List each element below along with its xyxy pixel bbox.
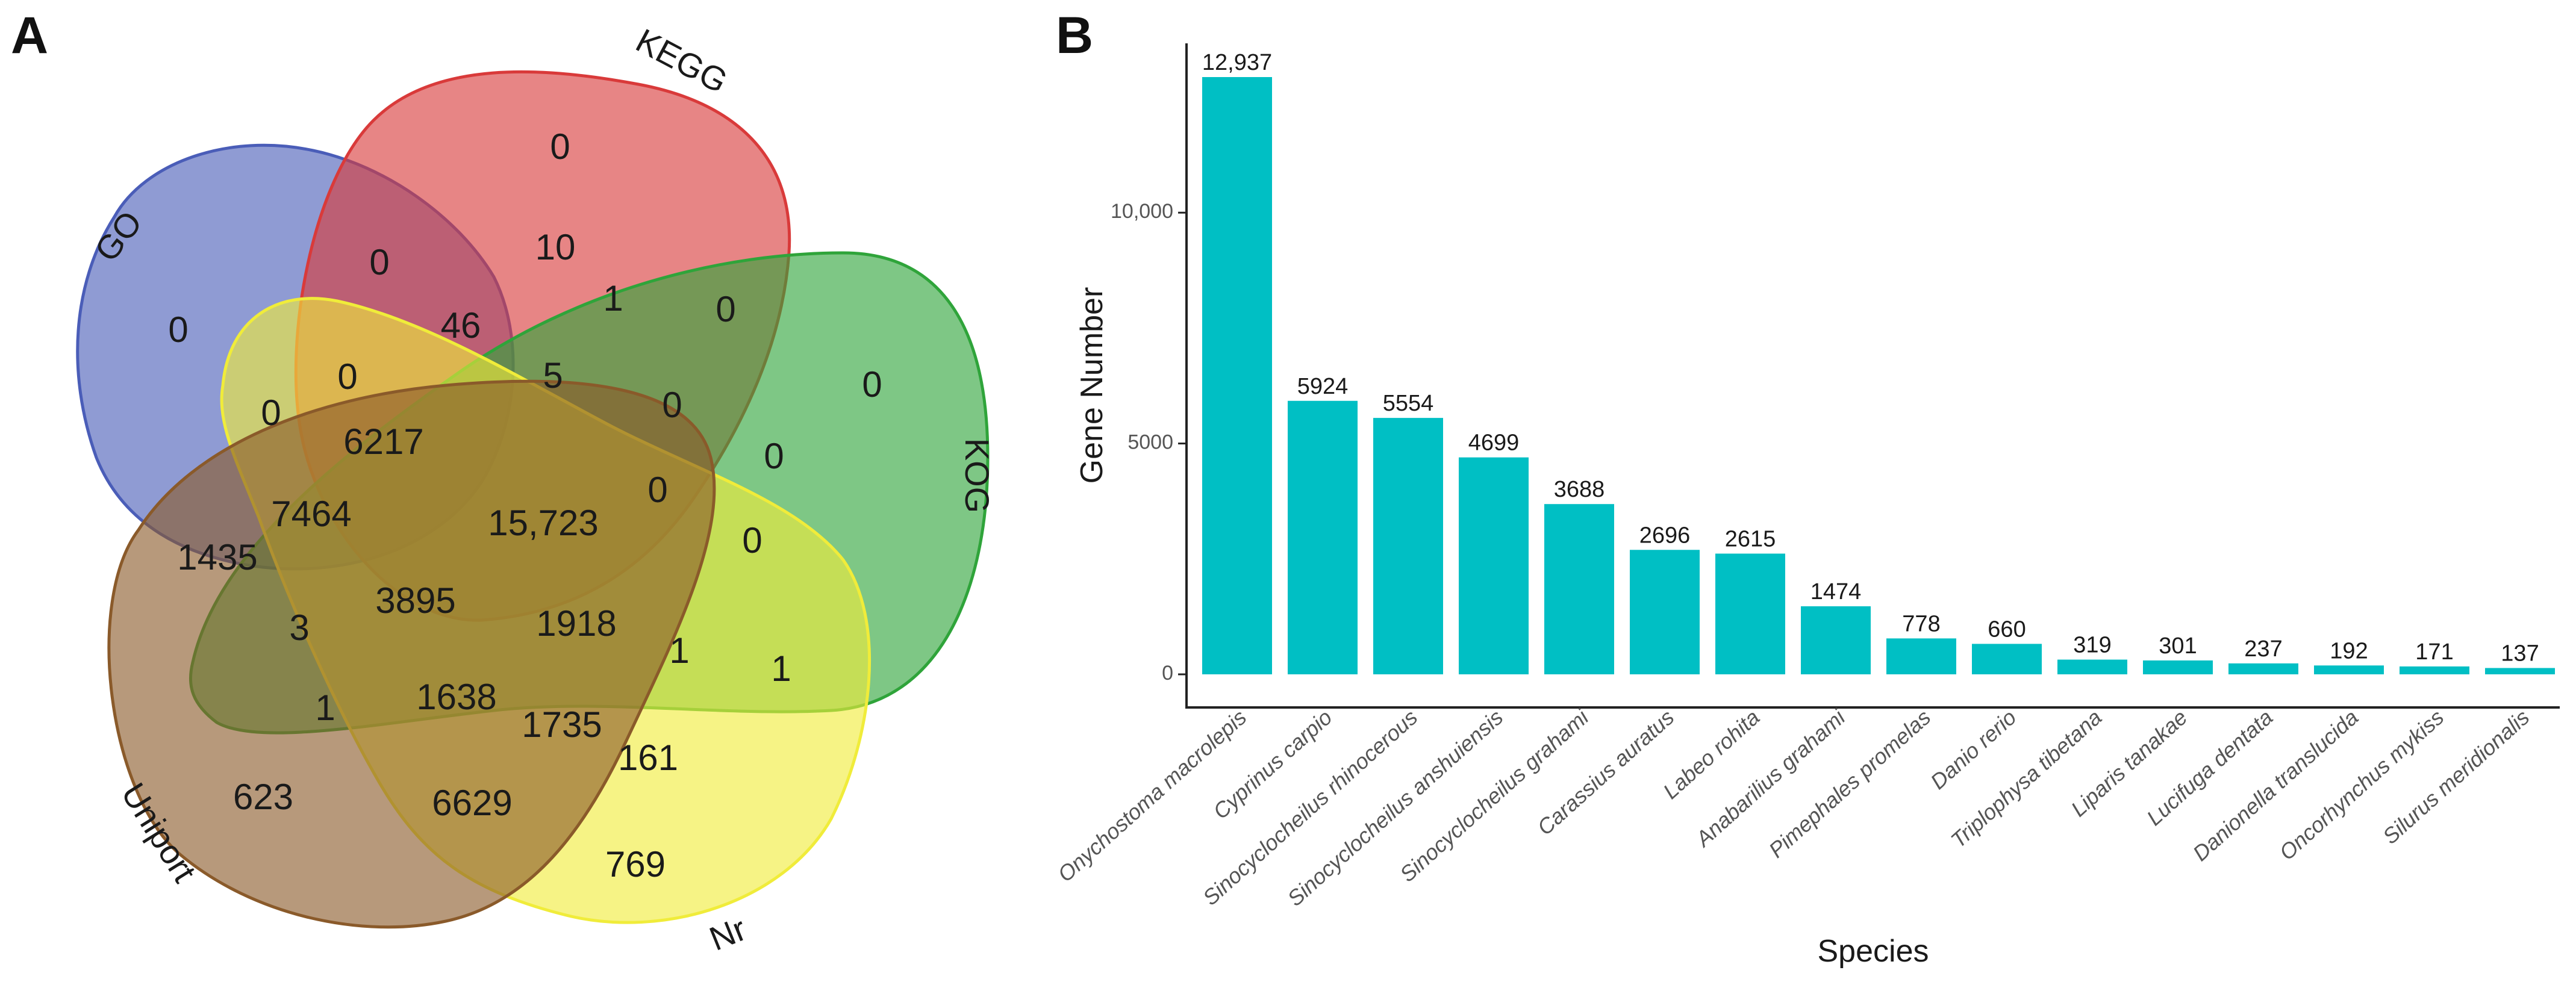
venn-region-kegg-nr-uni: 1735 <box>522 704 602 745</box>
bar-value-labels: 12,937 5924 5554 4699 3688 2696 2615 1474 778 660… <box>1202 50 2539 666</box>
bar <box>1288 400 1358 674</box>
bar <box>1459 457 1529 674</box>
venn-region-go-kegg-nr: 46 <box>441 305 481 346</box>
bar <box>2057 659 2127 674</box>
bar <box>1544 504 1614 674</box>
venn-region-kog-nr-b: 0 <box>647 470 667 510</box>
bars <box>1202 77 2555 674</box>
venn-label-kog: KOG <box>958 438 996 513</box>
bar-value-label: 2615 <box>1725 526 1776 552</box>
y-tick-label: 10,000 <box>1111 200 1173 223</box>
bar <box>1801 606 1871 674</box>
venn-region-go-nr-a: 0 <box>261 393 281 433</box>
bar <box>1886 638 1956 674</box>
venn-region-go-kegg: 0 <box>369 242 389 282</box>
bar-value-label: 2696 <box>1639 523 1691 548</box>
bar-value-label: 301 <box>2159 633 2197 659</box>
y-axis-ticks: 0 5000 10,000 <box>1111 200 1187 685</box>
x-axis-title: Species <box>1818 934 1929 969</box>
bar-value-label: 171 <box>2415 639 2453 665</box>
bar <box>1972 644 2042 674</box>
venn-region-kegg-kog-nr-uni: 1918 <box>536 603 616 644</box>
bar-value-label: 137 <box>2501 641 2539 666</box>
y-tick-label: 0 <box>1162 662 1173 685</box>
panel-a-letter: A <box>11 7 48 64</box>
bar <box>2143 660 2213 674</box>
venn-region-kog-nr-c: 0 <box>742 520 762 561</box>
venn-region-kog-nr-d: 1 <box>669 630 689 671</box>
venn-region-kegg-kog-c: 0 <box>662 385 682 425</box>
venn-region-all-five: 15,723 <box>488 503 599 543</box>
bar-value-label: 319 <box>2073 633 2111 658</box>
venn-region-go-kog-uni: 3 <box>289 608 309 648</box>
bar-value-label: 5924 <box>1297 374 1349 399</box>
bar <box>2400 666 2469 674</box>
bar-value-label: 237 <box>2244 636 2282 662</box>
venn-region-go-nr-uni: 7464 <box>271 494 351 534</box>
bar-value-label: 778 <box>1902 611 1940 636</box>
y-tick-label: 5000 <box>1127 431 1173 454</box>
bar-value-label: 660 <box>1988 617 2026 642</box>
y-axis-title: Gene Number <box>1074 287 1109 484</box>
bar-value-label: 3688 <box>1554 477 1605 502</box>
venn-region-go-kegg-upper: 10 <box>535 227 576 267</box>
venn-region-go-nr-kog-uni: 3895 <box>375 580 455 621</box>
venn-region-nr-only: 769 <box>605 844 666 884</box>
venn-region-kog-uni: 1 <box>315 688 335 728</box>
venn-region-kegg-only: 0 <box>550 126 570 167</box>
venn-region-kog-nr-uni: 1638 <box>416 677 496 717</box>
venn-region-go-only: 0 <box>168 309 188 350</box>
bar <box>1202 77 1272 674</box>
venn-set-uniport <box>107 379 716 929</box>
venn-region-go-kegg-nr-uni: 6217 <box>343 421 423 462</box>
bar <box>1373 418 1443 674</box>
bar-value-label: 192 <box>2330 638 2368 663</box>
venn-region-kog-nr-a: 0 <box>764 436 784 476</box>
venn-region-kegg-kog-b: 0 <box>716 289 735 329</box>
bar <box>1715 553 1785 674</box>
bar-value-label: 4699 <box>1468 430 1520 456</box>
bar <box>2485 668 2555 674</box>
bar <box>2314 665 2384 674</box>
venn-region-kog-e: 1 <box>771 648 791 689</box>
venn-region-uni-only: 623 <box>233 777 293 817</box>
bar-value-label: 5554 <box>1383 391 1434 416</box>
panel-b-letter: B <box>1056 7 1093 64</box>
venn-region-go-kegg-kog: 5 <box>543 355 563 396</box>
bar-value-label: 1474 <box>1810 579 1862 604</box>
venn-region-nr-uni: 6629 <box>432 783 512 823</box>
venn-region-go-kegg-nr-b: 0 <box>337 356 357 397</box>
venn-region-kegg-kog-a: 1 <box>603 278 623 319</box>
bar <box>1630 550 1700 674</box>
bar <box>2228 663 2298 674</box>
bar-value-label: 12,937 <box>1202 50 1272 75</box>
venn-region-go-uni: 1435 <box>177 537 257 577</box>
venn-region-kog-only: 0 <box>862 364 882 405</box>
venn-region-kegg-nr: 161 <box>618 738 678 778</box>
